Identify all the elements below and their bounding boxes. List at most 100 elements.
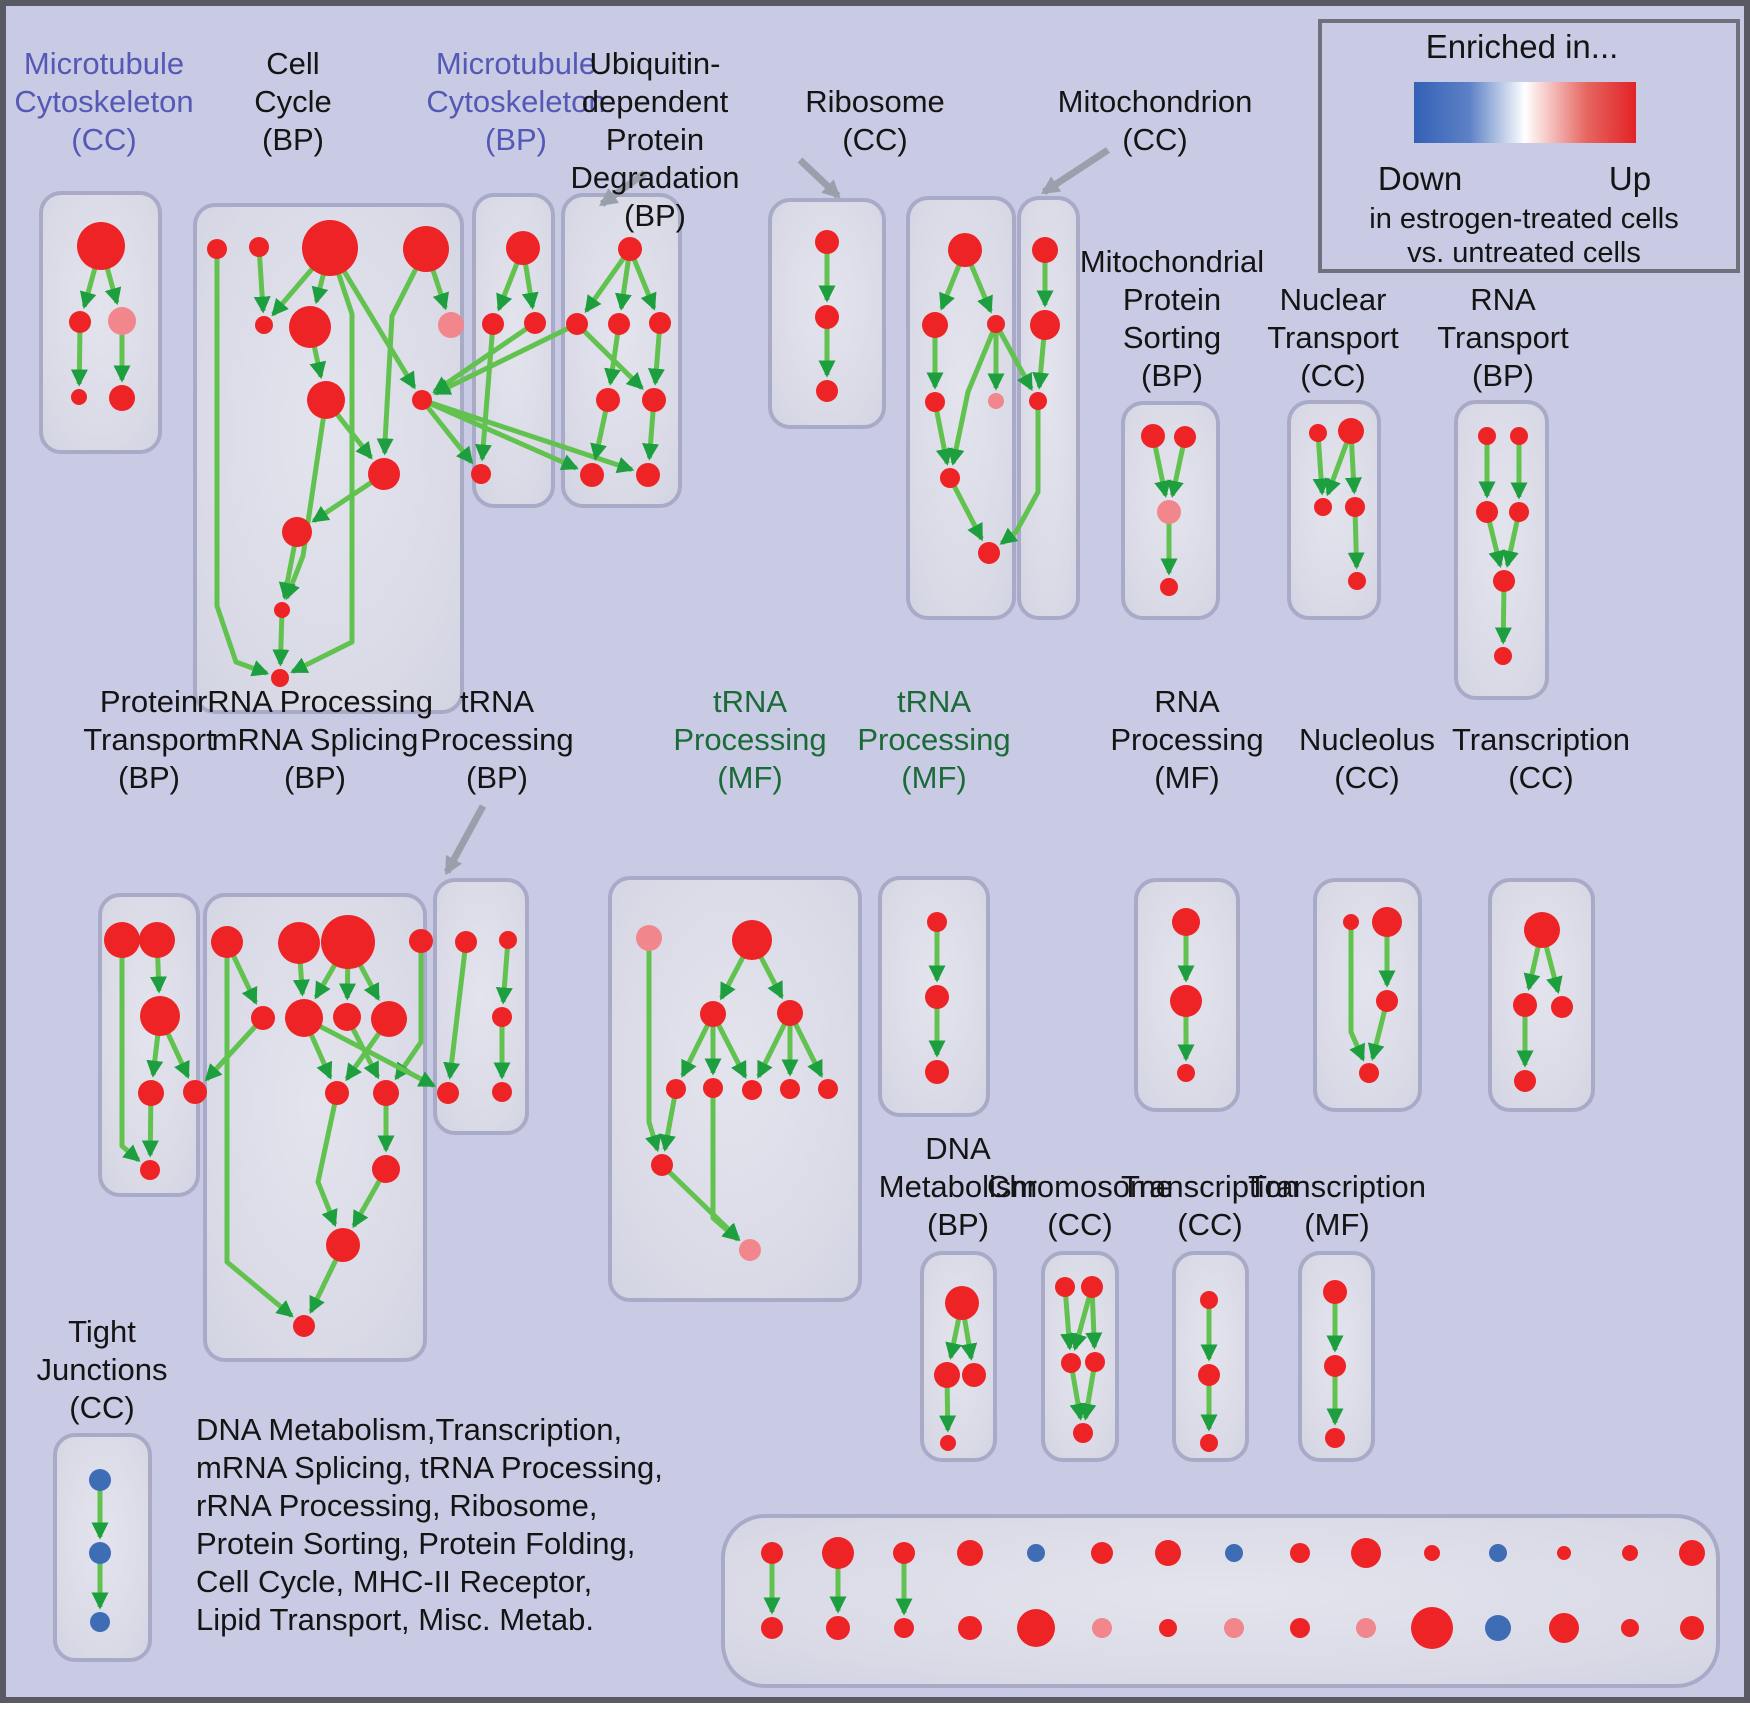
edge-ch2-to-ch4 [1085,1296,1103,1350]
go-term-node-dm4 [940,1435,956,1451]
edge-tm4-to-tm7 [756,1022,787,1079]
go-term-node-nt2 [1338,418,1364,444]
label-transcription-cc-lower-line-1: Transcription [1121,1169,1299,1204]
text-block-line-1: DNA Metabolism,Transcription, [196,1412,622,1447]
edge-ub1-to-ub3 [614,259,632,311]
network-edges [70,253,1563,1616]
go-term-node-uv2 [815,305,839,329]
go-term-node-tm11 [739,1239,761,1261]
go-term-node-cc10 [368,458,400,490]
go-term-node-rr8 [371,1001,407,1037]
go-term-node-tf2 [1324,1355,1346,1377]
edge-rr11-to-rr12 [351,1179,382,1229]
go-term-node-cc13 [271,669,289,687]
label-cell-cycle-bp-line-3: (BP) [262,122,324,157]
go-term-node-tm10 [651,1154,673,1176]
network-nodes [69,220,1705,1649]
edge-rr3-to-rr8 [357,963,381,1001]
text-block-line-3: rRNA Processing, Ribosome, [196,1488,597,1523]
label-cell-cycle-bp-line-2: Cycle [254,84,332,119]
go-term-node-y12 [1485,1615,1511,1641]
label-rrna-processing-mrna-splicing-bp-line-1: rRNA Processing [197,684,433,719]
edge-mo3-to-rb7 [999,409,1041,546]
cluster-box-nucleolus-cc [1313,878,1422,1112]
edge-pt4-to-pt6 [141,1104,159,1158]
cluster-box-mitochondrion-cc [1017,196,1080,620]
go-term-node-y07 [1159,1619,1177,1637]
go-term-node-x03 [893,1542,915,1564]
edge-tm2-to-tm4 [758,955,784,1000]
go-term-node-mb3 [524,312,546,334]
go-term-node-mc2 [69,311,91,333]
go-term-node-ch5 [1073,1423,1093,1443]
label-ubiquitin-degradation-bp-line-5: (BP) [624,198,686,233]
edge-ch3-to-ch5 [1069,1371,1087,1421]
label-trna-processing-mf-2-line-1: tRNA [897,684,971,719]
go-term-node-ub4 [649,312,671,334]
cluster-labels: MicrotubuleCytoskeleton(CC)CellCycle(BP)… [14,46,1630,1425]
go-term-node-rb2 [922,312,948,338]
edge-cc4-to-cc7 [430,269,449,311]
go-term-node-dm2 [934,1362,960,1388]
go-term-node-rr12 [326,1228,360,1262]
label-nucleolus-cc-line-2: (CC) [1334,760,1399,795]
edge-tm2-to-tm3 [719,955,746,1001]
go-term-node-ub8 [636,463,660,487]
label-microtubule-cytoskeleton-bp-line-1: Microtubule [436,46,596,81]
go-term-node-x01 [761,1542,783,1564]
go-term-node-t32 [1198,1364,1220,1386]
go-term-node-cc4 [403,226,449,272]
edge-ch1-to-ch3 [1060,1295,1078,1351]
legend-up-label: Up [1609,160,1651,197]
label-rna-processing-mf-line-3: (MF) [1154,760,1219,795]
cluster-box-trna-processing-mf-1 [608,876,862,1302]
go-term-node-rb6 [940,468,960,488]
go-term-node-y03 [894,1618,914,1638]
go-term-node-x11 [1424,1545,1440,1561]
go-term-node-rr6 [285,999,323,1037]
go-term-node-ra4 [1509,502,1529,522]
edge-tc1-to-tc3 [1543,945,1563,994]
go-term-node-x10 [1351,1538,1381,1568]
go-term-node-tm9 [818,1079,838,1099]
label-microtubule-cytoskeleton-bp-line-3: (BP) [485,122,547,157]
edge-pt2-to-pt3 [149,956,167,994]
edge-nt1-to-nt3 [1312,440,1330,496]
edge-ms2-to-ms3 [1167,446,1186,498]
go-term-node-cc3 [302,220,358,276]
edge-ra5-to-ra6 [1494,590,1512,645]
go-term-node-tn2 [925,985,949,1009]
merged-clusters-text-block: DNA Metabolism,Transcription,mRNA Splici… [196,1412,663,1637]
go-term-node-cc6 [289,306,331,348]
label-transcription-mf-line-2: (MF) [1304,1207,1369,1242]
go-term-node-ms3 [1157,500,1181,524]
go-term-node-ub3 [608,313,630,335]
go-term-node-cc9 [412,390,432,410]
text-block-line-2: mRNA Splicing, tRNA Processing, [196,1450,663,1485]
edge-mc1-to-mc2 [79,267,98,310]
go-term-node-tc2 [1513,993,1537,1017]
go-term-node-cc2 [249,237,269,257]
label-dna-metabolism-bp-line-3: (BP) [927,1207,989,1242]
go-term-node-nu3 [1376,990,1398,1012]
go-term-node-mb4 [471,464,491,484]
go-term-node-ra1 [1478,427,1496,445]
go-term-node-y05 [1017,1609,1055,1647]
label-trna-processing-mf-1-line-3: (MF) [717,760,782,795]
go-term-node-ub6 [642,388,666,412]
label-pointer-arrow-1 [599,170,648,207]
go-term-node-ch3 [1061,1353,1081,1373]
edge-ub2-to-cc9 [433,326,570,396]
label-mitochondrial-protein-sorting-bp-line-3: Sorting [1123,320,1221,355]
label-pointer-arrow-2 [797,157,841,199]
cluster-box-chromosome-cc [1041,1251,1119,1462]
label-chromosome-cc-line-2: (CC) [1047,1207,1112,1242]
go-term-node-y09 [1290,1618,1310,1638]
go-term-node-nt3 [1314,498,1332,516]
label-microtubule-cytoskeleton-bp-line-2: Cytoskeleton [426,84,605,119]
edge-cc10-to-cc11 [311,480,373,523]
label-microtubule-cytoskeleton-cc-line-1: Microtubule [24,46,184,81]
go-term-node-y13 [1549,1613,1579,1643]
edge-ra3-to-ra5 [1486,521,1505,568]
